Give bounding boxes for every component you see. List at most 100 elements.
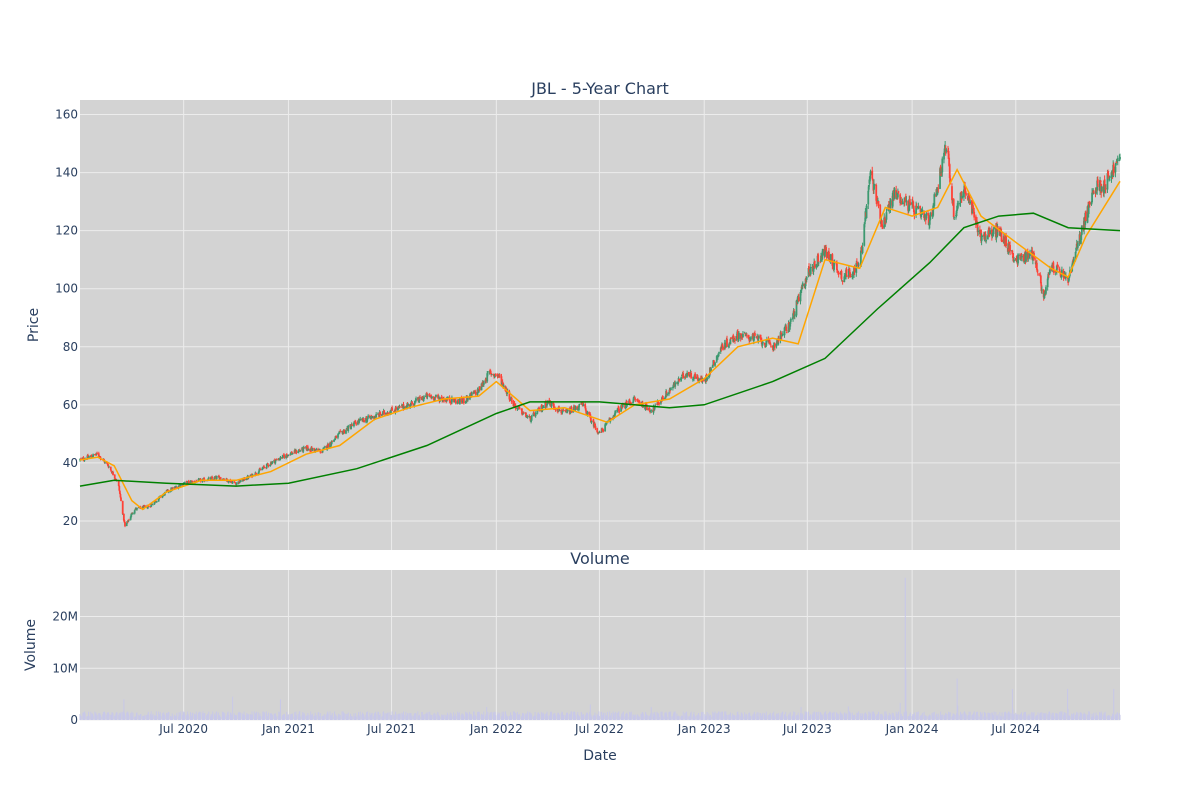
volume-bar [411,715,413,720]
volume-bar [122,712,124,720]
volume-bar [570,711,572,720]
candle-body [856,263,859,265]
short-moving-average-line [79,168,1121,511]
candle-body [375,414,378,418]
candle-body [363,420,366,423]
volume-bar [769,714,771,720]
volume-bar [270,713,272,720]
volume-bar [1035,716,1037,720]
volume-bar [761,714,763,720]
candle-body [498,374,501,377]
volume-bar [654,711,656,720]
date-tick-label: Jul 2020 [158,722,208,736]
candle-body [907,201,910,211]
volume-bar [545,713,547,720]
volume-bar [888,715,890,720]
volume-bar [1112,713,1114,720]
candle-body [632,401,634,404]
candle-body [1100,186,1103,191]
candle-body [415,398,417,401]
volume-bar [405,711,407,720]
candle-body [1036,269,1039,273]
volume-bar [809,716,811,720]
candle-body [988,228,990,234]
candle-body [821,254,824,258]
volume-bar [520,716,522,720]
volume-bar [660,711,662,720]
volume-bar [379,714,381,720]
candle-body [482,383,485,385]
volume-bar [625,714,627,720]
volume-bar [1005,711,1007,720]
volume-bar [758,712,760,720]
volume-bar [1020,712,1022,720]
candle-body [394,407,397,413]
volume-bar [517,714,519,720]
volume-bar [255,716,257,720]
volume-bar [338,713,340,720]
candle-body [414,400,417,402]
volume-bar [772,715,774,720]
volume-bar [777,713,779,720]
volume-bar [605,715,607,720]
candle-body [295,450,298,454]
volume-bar [134,716,136,720]
volume-bar [1107,715,1109,720]
candle-body [868,179,871,184]
candle-body [387,412,390,414]
volume-bar [987,712,989,720]
volume-bar [864,712,866,720]
candle-body [940,168,943,175]
candle-body [736,331,739,340]
volume-bar [102,714,104,720]
candle-body [895,195,898,200]
candle-body [118,486,121,491]
volume-bar [575,715,577,720]
volume-bar [989,713,991,720]
candle-body [657,401,659,405]
volume-bar [941,716,943,720]
volume-bar [1027,716,1029,720]
volume-plot-area[interactable] [80,570,1120,720]
volume-bar [693,712,695,720]
volume-bar [666,713,668,720]
candle-body [478,386,481,391]
volume-bar [474,714,476,720]
volume-bar [318,712,320,720]
volume-bar [760,716,762,720]
candle-body [314,449,317,452]
volume-bar [1079,712,1081,720]
volume-bar [606,711,608,720]
price-plot-area[interactable] [80,100,1120,550]
candle-body [529,416,531,418]
volume-bar [226,714,228,720]
volume-bar [525,713,527,720]
volume-bar [143,715,145,720]
candle-body [522,412,525,415]
volume-bar [425,712,427,720]
candle-body [191,481,194,482]
volume-bar [130,713,132,720]
candle-body [494,373,497,376]
volume-bar [1087,715,1089,720]
volume-bar [413,715,415,720]
candle-body [431,396,433,399]
candle-body [964,191,967,195]
volume-bar [1047,714,1049,720]
candle-body [742,333,744,337]
volume-bar [1048,712,1050,720]
candle-body [908,199,911,211]
volume-bar [714,711,716,720]
candle-body [469,393,472,399]
candle-body [427,394,429,396]
candle-body [904,196,907,202]
volume-bar [884,716,886,720]
volume-bar [614,711,616,720]
volume-bar [702,716,704,720]
volume-bar [490,715,492,720]
moving-average-lines [79,168,1121,511]
volume-bar [822,714,824,720]
candle-body [1011,250,1014,255]
volume-bar [286,711,288,720]
candle-body [473,391,476,394]
